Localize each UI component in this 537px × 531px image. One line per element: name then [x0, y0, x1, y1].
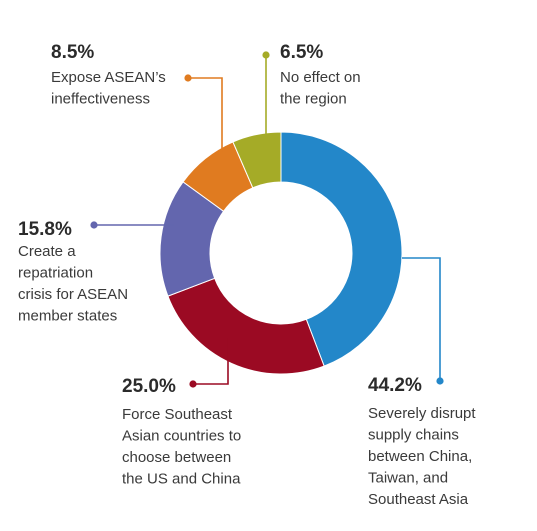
slice-pct-label-0: 44.2% — [368, 375, 422, 396]
leader-dot-3 — [184, 74, 192, 82]
slice-label-line-0-0: Severely disrupt — [368, 405, 476, 422]
leader-dot-1 — [189, 380, 197, 388]
slice-labels: 44.2% Severely disrupt supply chains betwee… — [18, 42, 476, 508]
slice-label-line-2-0: Create a — [18, 243, 76, 260]
slice-label-line-0-2: between China, — [368, 448, 472, 465]
slice-label-line-1-0: Force Southeast — [122, 406, 233, 423]
slice-label-line-2-2: crisis for ASEAN — [18, 286, 128, 303]
slice-1 — [167, 277, 325, 375]
leader-dot-2 — [90, 221, 98, 229]
slice-label-line-1-3: the US and China — [122, 471, 241, 488]
slice-pct-label-3: 8.5% — [51, 42, 94, 63]
slices — [159, 131, 403, 375]
slice-label-line-3-1: ineffectiveness — [51, 91, 150, 108]
slice-pct-label-4: 6.5% — [280, 42, 323, 63]
slice-label-line-2-1: repatriation — [18, 265, 93, 282]
leader-dot-4 — [262, 51, 270, 59]
leader-dot-0 — [436, 377, 444, 385]
slice-label-line-4-1: the region — [280, 91, 347, 108]
slice-pct-label-2: 15.8% — [18, 219, 72, 240]
slice-label-line-0-4: Southeast Asia — [368, 491, 469, 508]
slice-pct-label-1: 25.0% — [122, 376, 176, 397]
slice-label-line-1-2: choose between — [122, 449, 231, 466]
leader-lines — [90, 51, 444, 388]
slice-label-line-1-1: Asian countries to — [122, 428, 241, 445]
leader-line-1 — [193, 338, 229, 385]
slice-label-line-0-1: supply chains — [368, 427, 459, 444]
leader-line-0 — [402, 257, 441, 381]
slice-label-line-0-3: Taiwan, and — [368, 470, 448, 487]
slice-label-line-3-0: Expose ASEAN’s — [51, 69, 166, 86]
slice-4 — [232, 131, 282, 189]
leader-line-3 — [188, 77, 223, 152]
slice-0 — [280, 131, 403, 367]
slice-label-line-4-0: No effect on — [280, 69, 361, 86]
slice-label-line-2-3: member states — [18, 308, 117, 325]
